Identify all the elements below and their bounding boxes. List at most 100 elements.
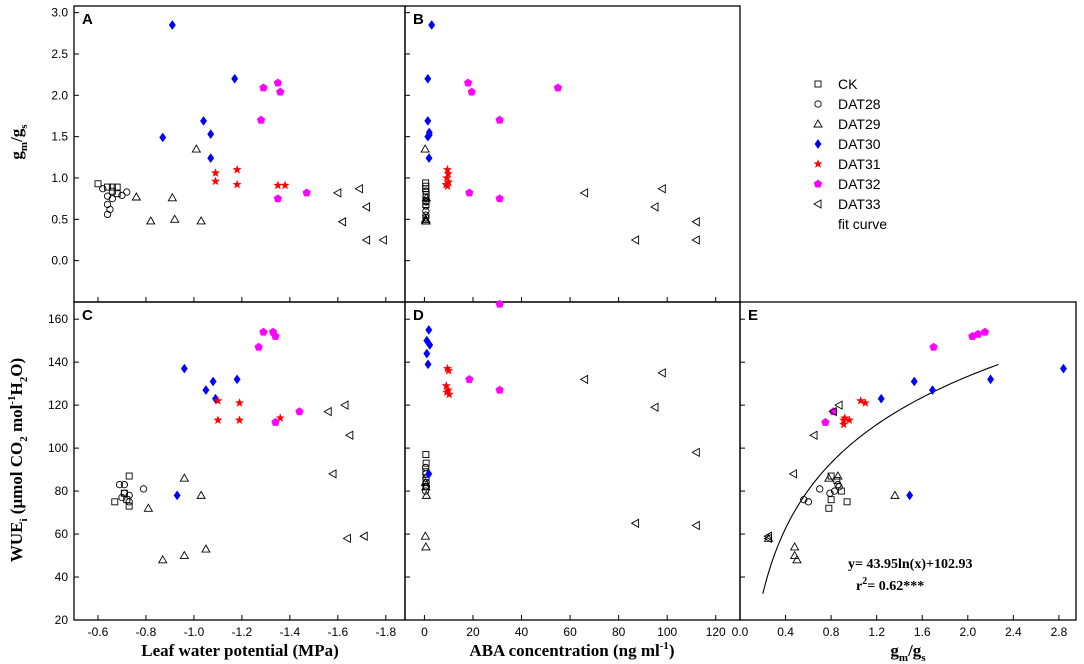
legend-marker-dat32 (813, 179, 823, 188)
data-point-dat29 (789, 550, 800, 559)
data-point-dat30 (207, 129, 215, 140)
x-tick-label: 120 (706, 625, 726, 639)
data-point-dat32 (495, 115, 504, 124)
x-tick-label: 20 (466, 625, 480, 639)
data-point-dat29 (421, 192, 432, 202)
data-point-dat30 (202, 385, 210, 396)
data-point-dat30 (424, 73, 432, 84)
data-point-dat31 (232, 164, 242, 174)
data-point-dat28 (99, 185, 107, 193)
data-point-dat31 (232, 179, 242, 189)
data-point-dat30 (987, 374, 995, 385)
data-point-dat30 (1059, 363, 1067, 374)
y-tick-label: 120 (48, 398, 68, 412)
data-point-ck (113, 190, 121, 198)
data-point-dat33 (323, 406, 332, 417)
data-point-ck (825, 504, 833, 512)
data-point-dat32 (821, 417, 830, 426)
panel-frames (73, 5, 1077, 621)
data-point-dat29 (833, 471, 843, 480)
data-point-dat31 (839, 419, 849, 429)
data-point-dat30 (425, 153, 433, 164)
y-tick-label: 2.0 (51, 88, 68, 102)
data-point-dat29 (179, 550, 190, 559)
data-point-dat29 (420, 531, 431, 540)
data-point-dat33 (834, 400, 843, 410)
data-point-dat33 (691, 235, 700, 245)
legend-label-dat28: DAT28 (838, 96, 881, 112)
data-point-dat29 (890, 490, 900, 499)
data-point-dat33 (579, 374, 589, 385)
data-point-dat33 (332, 188, 342, 198)
x-axis-label-aba: ABA concentration (ng ml-1) (469, 640, 674, 660)
legend: CK DAT28 DAT29 DAT30 DAT31 DAT32 DAT33 fit curv… (813, 76, 887, 232)
data-point-dat33 (378, 235, 387, 245)
data-point-dat28 (108, 194, 117, 203)
data-point-dat28 (422, 211, 430, 219)
legend-marker-dat28 (814, 100, 822, 108)
data-point-ck (125, 502, 133, 510)
data-point-dat30 (180, 363, 188, 374)
panel-frame-e (739, 301, 1077, 621)
y-tick-label: 3.0 (51, 6, 68, 20)
x-tick-label: 0.4 (777, 625, 794, 639)
data-point-dat33 (691, 520, 700, 531)
data-point-dat33 (650, 402, 659, 413)
data-point-dat33 (354, 183, 363, 194)
legend-label-dat30: DAT30 (838, 136, 881, 152)
data-point-dat31 (210, 176, 221, 186)
panel-frame-a (73, 5, 406, 303)
data-point-dat29 (421, 216, 431, 225)
data-point-dat33 (337, 217, 347, 227)
data-point-dat28 (120, 489, 129, 497)
data-point-dat33 (657, 368, 666, 378)
data-point-ck (108, 183, 116, 191)
data-point-dat31 (210, 168, 221, 177)
data-point-dat33 (361, 202, 371, 212)
data-point-dat29 (792, 554, 802, 564)
y-tick-label: 2.5 (51, 47, 68, 61)
x-tick-label: 0.0 (732, 625, 749, 639)
data-point-dat28 (826, 489, 834, 497)
data-point-dat33 (691, 217, 700, 227)
data-point-dat32 (273, 194, 283, 203)
panel-frame-b (404, 5, 741, 303)
y-tick-label: 1.5 (51, 130, 68, 144)
data-point-dat29 (420, 144, 430, 153)
data-point-dat30 (428, 20, 436, 30)
x-tick-label: 2.8 (1051, 625, 1068, 639)
data-point-dat30 (168, 20, 176, 30)
legend-label-dat29: DAT29 (838, 116, 881, 132)
data-point-dat33 (359, 531, 368, 541)
data-point-dat28 (422, 198, 430, 206)
x-tick-label: -1.0 (184, 625, 205, 639)
data-point-dat29 (145, 216, 156, 225)
legend-label-ck: CK (838, 76, 858, 92)
data-point-dat30 (424, 115, 432, 126)
x-tick-label: -0.6 (88, 625, 109, 639)
panel-frame-d (404, 301, 741, 621)
data-point-dat30 (424, 359, 432, 370)
data-point-dat30 (173, 490, 181, 501)
data-point-dat30 (425, 130, 433, 140)
data-point-ck (422, 459, 430, 467)
data-point-dat29 (196, 216, 206, 225)
x-tick-label: 100 (657, 625, 677, 639)
data-point-dat31 (860, 398, 870, 407)
data-point-dat29 (421, 542, 431, 551)
data-point-dat29 (420, 477, 431, 486)
panel-label-e: E (748, 307, 758, 324)
data-point-dat30 (425, 325, 433, 335)
y-tick-label: 160 (48, 312, 68, 326)
data-point-dat31 (213, 415, 223, 425)
legend-label-dat33: DAT33 (838, 196, 881, 212)
x-tick-label: 0 (421, 625, 428, 639)
x-tick-label: -1.2 (232, 625, 253, 639)
data-point-dat28 (115, 480, 124, 489)
data-point-ck (837, 487, 845, 495)
y-tick-label: 1.0 (51, 171, 68, 185)
data-point-dat29 (157, 554, 168, 564)
data-point-dat28 (120, 480, 129, 489)
fit-r-squared: r2= 0.62*** (856, 576, 924, 594)
